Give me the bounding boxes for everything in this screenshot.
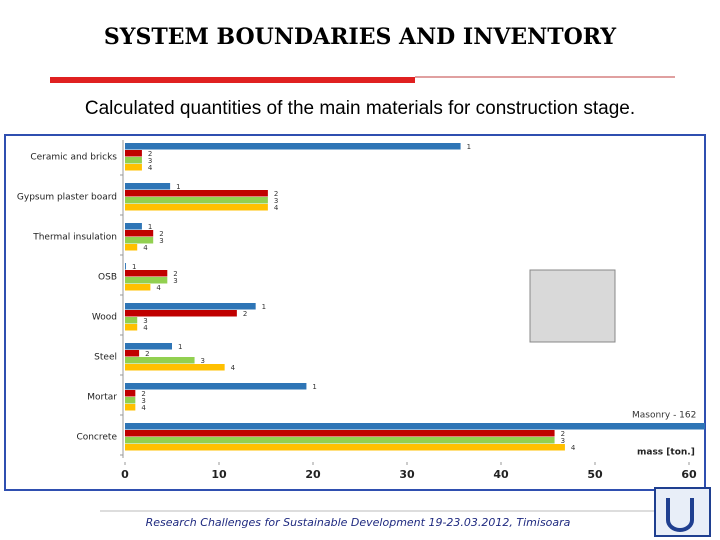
bar [125,164,142,171]
bar [125,237,154,244]
x-axis-label: mass [ton.] [637,448,695,458]
bar-label: 3 [148,157,152,165]
bar-label: 1 [262,303,266,311]
category-label: Gypsum plaster board [17,193,117,203]
bar [125,397,136,404]
bar-label: 2 [561,430,565,438]
bar [125,310,237,317]
bar [125,150,142,157]
bar-label: 3 [173,277,177,285]
bar [125,277,168,284]
bar [125,157,142,164]
bar [125,364,225,371]
bar-label: 1 [132,263,136,271]
bar-label: 2 [148,150,152,158]
bar-label: 1 [467,143,471,151]
category-label: Steel [94,353,117,363]
bar [125,303,256,310]
category-label: Thermal insulation [32,233,117,243]
x-tick-label: 40 [493,468,509,481]
bar [125,204,268,211]
x-tick-label: 30 [399,468,415,481]
bar [125,183,171,190]
bar-label: 4 [156,284,161,292]
bar-label: 1 [312,383,316,391]
bar [125,230,154,237]
bar-label: 1 [176,183,180,191]
bar [125,244,138,251]
bar-label: 4 [571,444,576,452]
bar [125,404,136,411]
bar-label: 1 [148,223,152,231]
x-tick-label: 0 [121,468,129,481]
slide-title: SYSTEM BOUNDARIES AND INVENTORY [104,24,617,50]
category-label: Mortar [87,393,117,403]
logo [654,487,711,537]
bar-label: 3 [201,357,205,365]
bar-label: 1 [178,343,182,351]
category-label: Wood [92,313,117,323]
bar [125,444,565,451]
bar [125,423,705,430]
bar-label: 3 [561,437,565,445]
title-rule [50,77,415,83]
x-tick-label: 20 [305,468,321,481]
bar [125,324,138,331]
bar-label: 2 [145,350,149,358]
bar [125,350,140,357]
bar [125,357,195,364]
bar [125,383,307,390]
category-label: OSB [98,273,117,283]
legend-box [529,269,616,343]
subtitle: Calculated quantities of the main materi… [85,98,635,119]
bar-label: 4 [274,204,279,212]
x-tick-label: 10 [211,468,227,481]
bar [125,143,461,150]
bar-label: 3 [143,317,147,325]
footer: Research Challenges for Sustainable Deve… [146,516,571,529]
bar [125,390,136,397]
category-label: Concrete [76,433,117,443]
bar [125,284,151,291]
bar-label: 4 [141,404,146,412]
bar-label: 3 [274,197,278,205]
bar [125,190,268,197]
bar-label: 2 [243,310,247,318]
x-tick-label: 60 [681,468,697,481]
bar [125,343,172,350]
bar [125,223,142,230]
bar-label: 4 [143,324,148,332]
plot-area [125,143,705,451]
bar-label: 2 [159,230,163,238]
bar-label: 2 [274,190,278,198]
annotation: Masonry - 162 [632,411,696,421]
bar [125,197,268,204]
bar [125,270,168,277]
bar [125,317,138,324]
bar [125,430,555,437]
bar-label: 4 [148,164,153,172]
x-tick-label: 50 [587,468,603,481]
bar [125,437,555,444]
category-label: Ceramic and bricks [30,153,117,163]
bar [125,263,126,270]
bar-label: 2 [141,390,145,398]
bar-label: 4 [143,244,148,252]
bar-label: 3 [159,237,163,245]
bar-label: 2 [173,270,177,278]
bar-label: 3 [141,397,145,405]
bar-label: 4 [231,364,236,372]
